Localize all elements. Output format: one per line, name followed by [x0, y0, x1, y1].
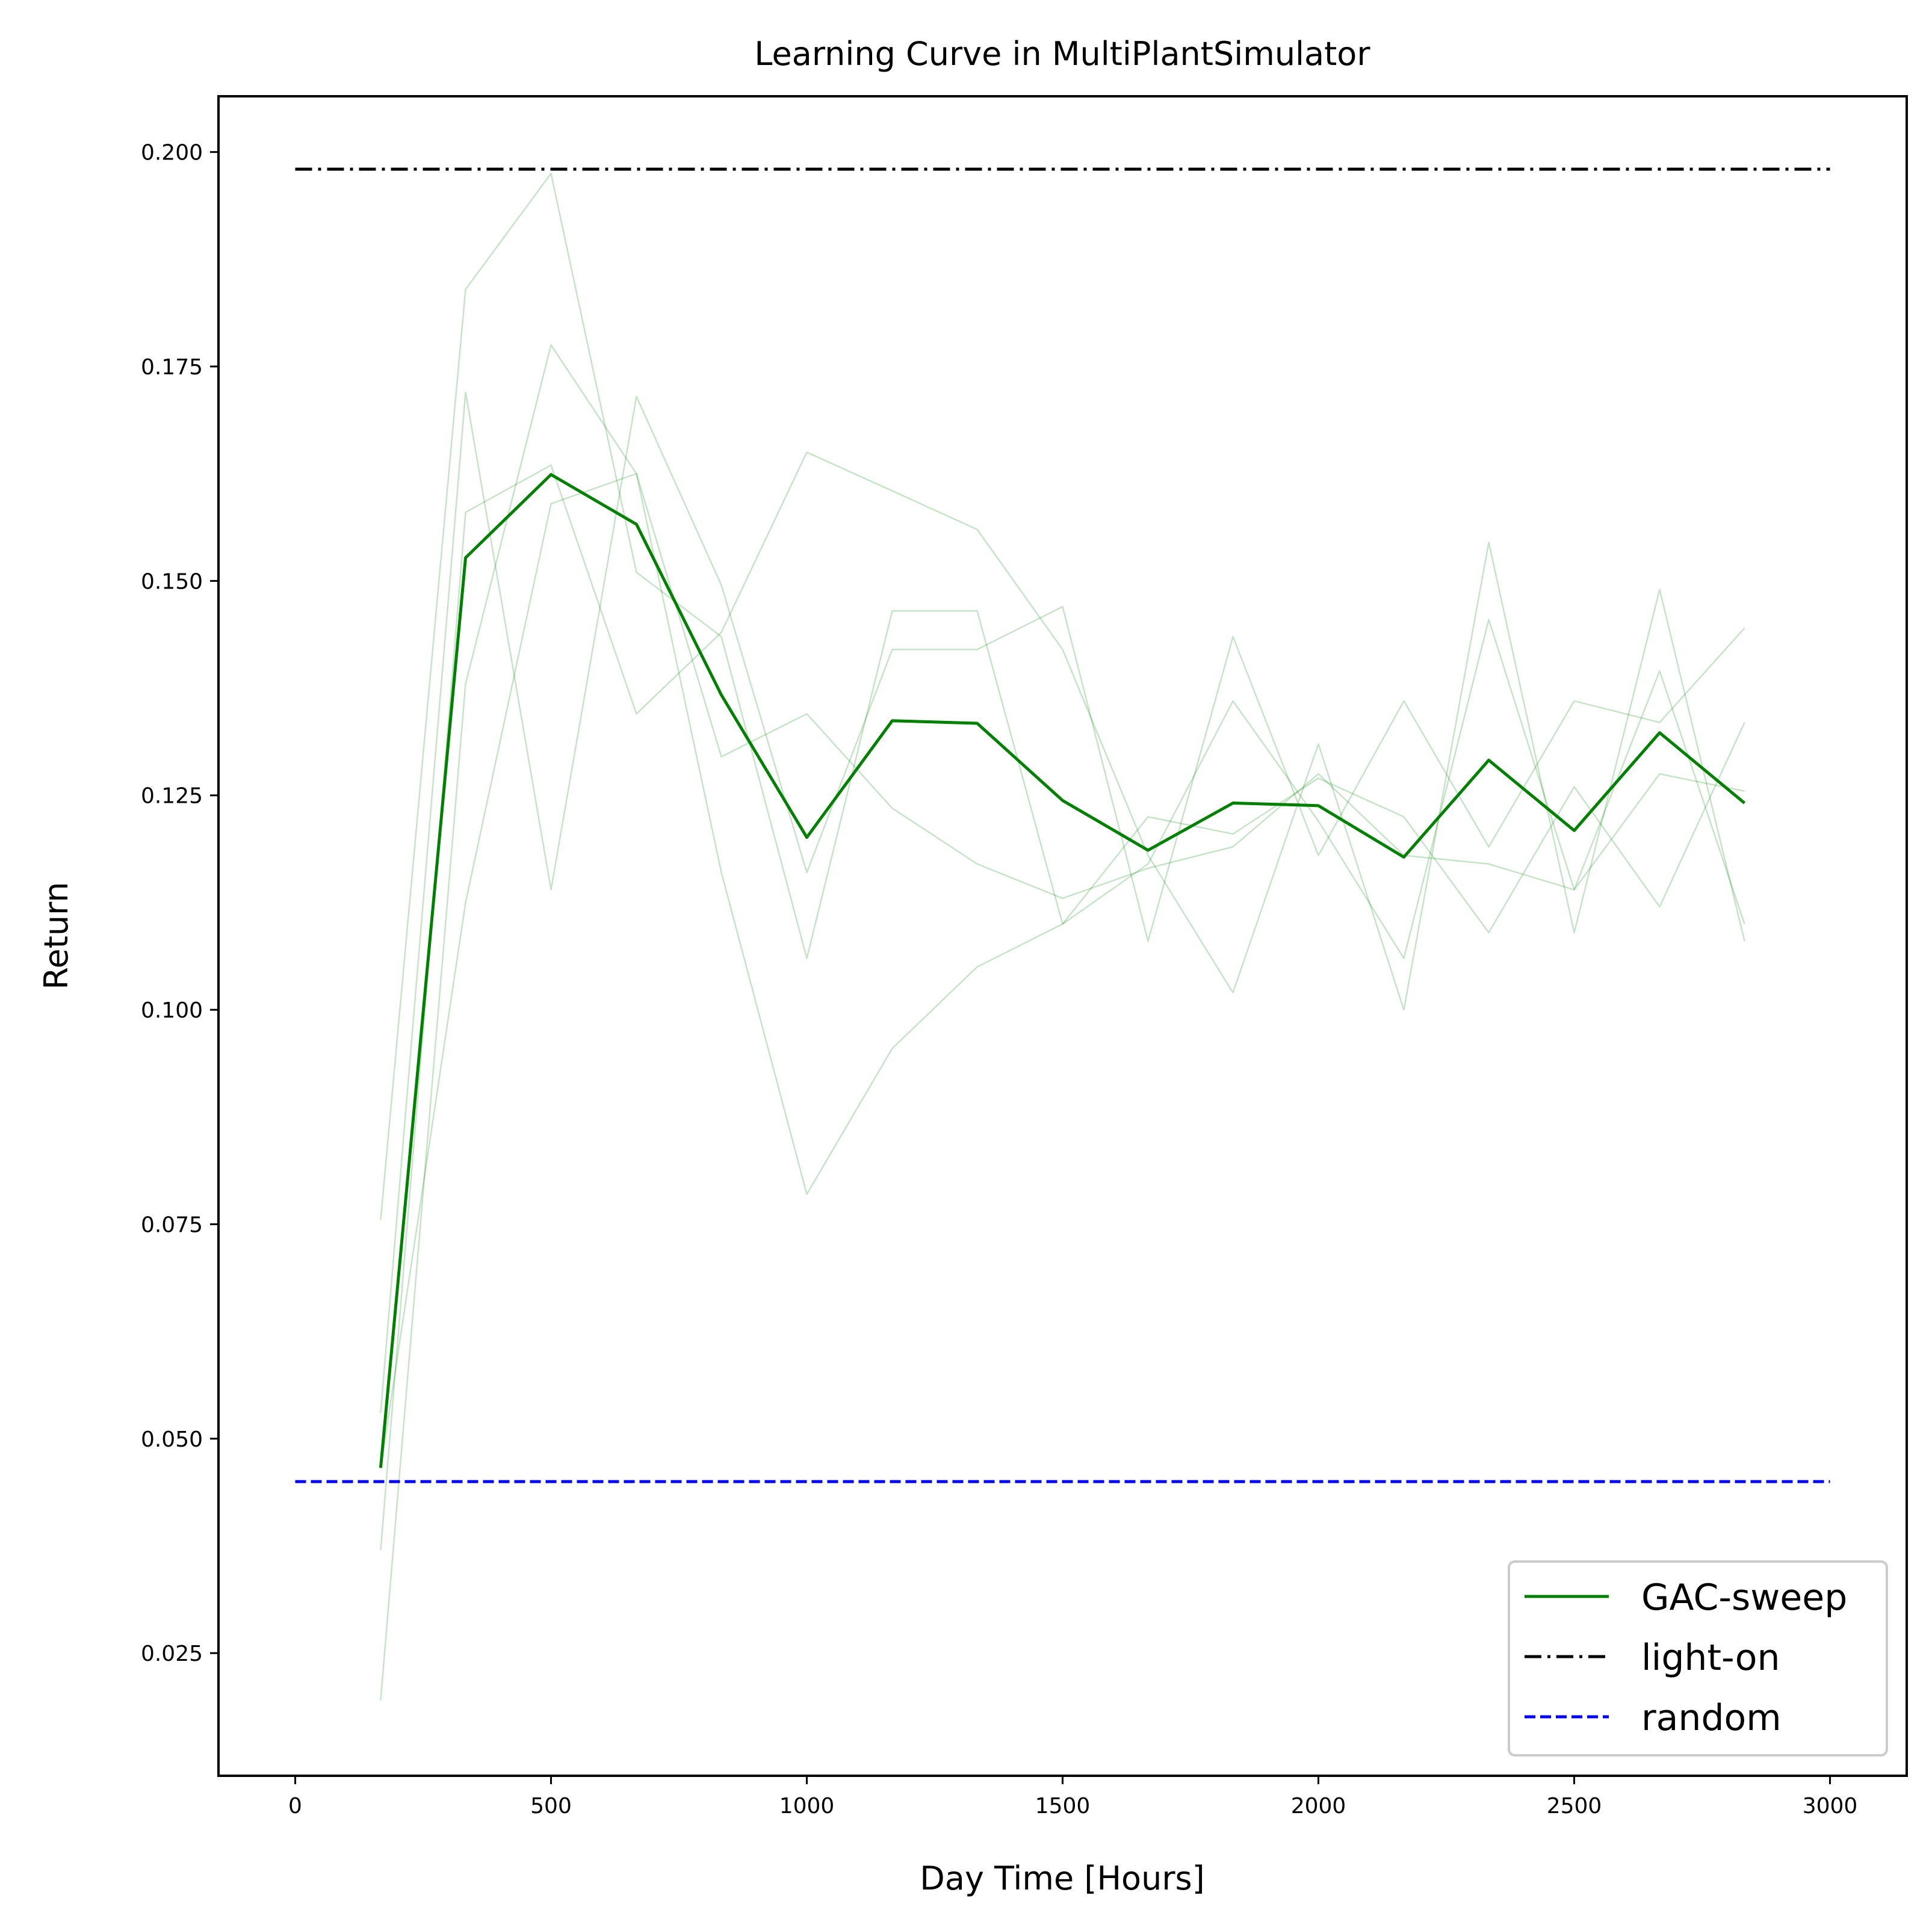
run-line-2 [380, 391, 1745, 1414]
y-tick-label: 0.125 [141, 784, 203, 809]
y-tick-label: 0.075 [141, 1213, 203, 1237]
x-tick-label: 2500 [1547, 1794, 1602, 1818]
y-axis-ticks: 0.025 0.050 0.075 0.100 0.125 0.150 0.175 0.200 [141, 141, 218, 1666]
x-tick-label: 1000 [779, 1794, 835, 1818]
legend-box [1508, 1560, 1888, 1757]
x-tick-label: 3000 [1803, 1794, 1858, 1818]
run-line-1 [380, 173, 1745, 1220]
legend-label-gac-sweep: GAC-sweep [1641, 1577, 1847, 1619]
chart-title: Learning Curve in MultiPlantSimulator [754, 35, 1370, 73]
y-tick-label: 0.025 [141, 1642, 203, 1666]
legend-label-light-on: light-on [1641, 1637, 1780, 1679]
series-layer [295, 167, 1830, 1483]
series-line-gac-sweep [379, 473, 1746, 1468]
x-tick-label: 500 [530, 1794, 572, 1818]
y-tick-label: 0.050 [141, 1427, 203, 1452]
y-tick-label: 0.150 [141, 569, 203, 594]
legend: GAC-sweep light-on random [1508, 1560, 1888, 1757]
y-tick-label: 0.175 [141, 355, 203, 380]
x-tick-label: 0 [288, 1794, 302, 1818]
y-axis-label: Return [37, 882, 75, 989]
x-axis-ticks: 0 500 1000 1500 2000 2500 3000 [288, 1776, 1857, 1818]
run-line-3 [380, 451, 1745, 1551]
runs-layer [380, 173, 1745, 1701]
x-tick-label: 2000 [1291, 1794, 1346, 1818]
run-line-4 [380, 344, 1745, 1701]
legend-label-random: random [1641, 1697, 1782, 1739]
y-tick-label: 0.200 [141, 141, 203, 165]
run-line-5 [380, 472, 1745, 1469]
x-tick-label: 1500 [1035, 1794, 1091, 1818]
x-axis-label: Day Time [Hours] [920, 1859, 1204, 1897]
y-tick-label: 0.100 [141, 998, 203, 1023]
